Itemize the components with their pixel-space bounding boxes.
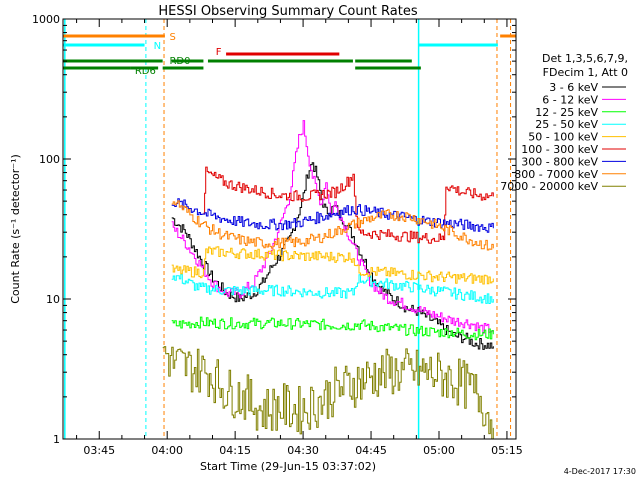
flag-label-rd0: RD0 [169, 56, 190, 67]
flag-label-rd6: RD6 [135, 66, 156, 77]
y-tick-label-0: 1 [53, 433, 60, 446]
legend-header-line-2: FDecim 1, Att 0 [543, 66, 628, 79]
x-tick-label-2: 04:15 [219, 444, 251, 457]
series-line-2 [171, 316, 494, 341]
legend-header-line-1: Det 1,3,5,6,7,9, [542, 52, 628, 65]
legend-label-4: 50 - 100 keV [528, 131, 598, 144]
y-tick-label-3: 1000 [32, 13, 60, 26]
chart-title: HESSI Observing Summary Count Rates [158, 4, 417, 19]
legend-label-2: 12 - 25 keV [535, 106, 598, 119]
legend-label-0: 3 - 6 keV [549, 81, 598, 94]
x-tick-label-4: 04:45 [355, 444, 387, 457]
legend-label-8: 7000 - 20000 keV [500, 180, 598, 193]
y-axis: 1 10 100 1000 [32, 13, 516, 446]
flag-label-n: N [154, 41, 161, 52]
series-line-3 [171, 273, 494, 304]
x-tick-label-6: 05:15 [491, 444, 523, 457]
series-line-4 [171, 246, 494, 285]
legend-label-6: 300 - 800 keV [521, 155, 598, 168]
legend-label-3: 25 - 50 keV [535, 118, 598, 131]
series-line-0 [171, 162, 494, 350]
x-tick-label-3: 04:30 [287, 444, 319, 457]
legend-label-1: 6 - 12 keV [542, 93, 598, 106]
flag-label-s: S [169, 32, 175, 43]
y-axis-label: Count Rate (s⁻¹ detector⁻¹) [9, 154, 22, 304]
series-line-8 [162, 346, 494, 440]
footer-date: 4-Dec-2017 17:30 [564, 467, 636, 476]
legend: Det 1,3,5,6,7,9, FDecim 1, Att 0 3 - 6 k… [500, 52, 628, 193]
series-line-5 [203, 166, 494, 244]
legend-label-5: 100 - 300 keV [521, 143, 598, 156]
x-axis-label: Start Time (29-Jun-15 03:37:02) [200, 460, 376, 473]
plot-frame [62, 18, 517, 440]
flag-label-f: F [216, 47, 222, 58]
x-tick-label-5: 05:00 [423, 444, 455, 457]
x-tick-label-0: 03:45 [83, 444, 115, 457]
series-line-1 [171, 120, 494, 334]
series-line-7 [171, 200, 494, 251]
legend-label-7: 800 - 7000 keV [514, 168, 598, 181]
y-tick-label-1: 10 [46, 293, 60, 306]
x-axis: 03:45 04:00 04:15 04:30 04:45 05:00 05:15 [76, 19, 523, 457]
y-tick-label-2: 100 [39, 153, 60, 166]
x-tick-label-1: 04:00 [151, 444, 183, 457]
plot-area: SN F RD0 RD6 [63, 19, 516, 440]
